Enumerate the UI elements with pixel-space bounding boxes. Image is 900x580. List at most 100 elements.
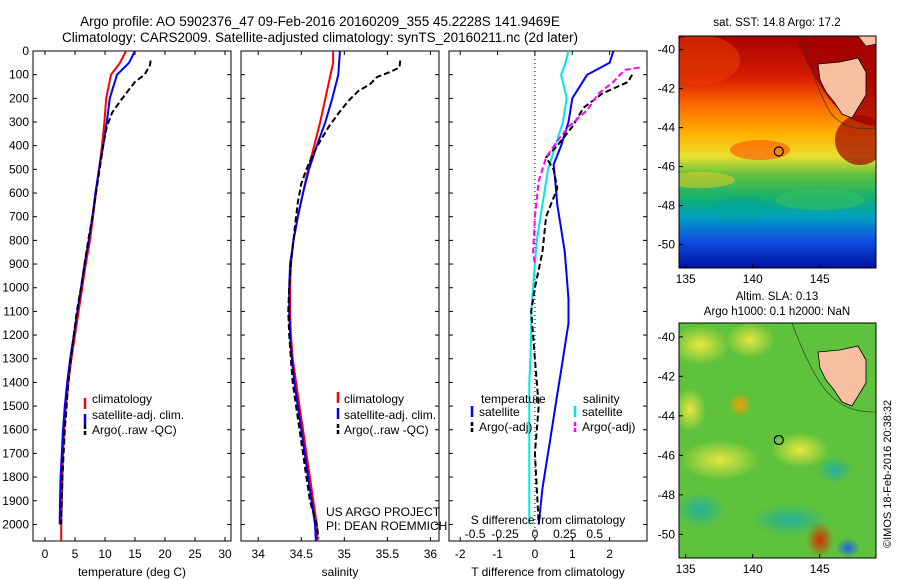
depth-tick-label: 1300 [2, 352, 29, 366]
x-tick-label: -1 [492, 547, 503, 561]
sla-map-title-2: Argo h1000: 0.1 h2000: NaN [704, 306, 850, 318]
lat-tick-label: -42 [658, 82, 676, 96]
float-position-marker [773, 434, 784, 446]
x2-tick-label: 0.25 [553, 527, 577, 541]
depth-tick-label: 800 [9, 233, 29, 247]
salinity-panel: 34 34.5 35 35.5 36 salinity climatology sate… [240, 50, 447, 579]
x-tick-label: 0 [532, 547, 539, 561]
x-tick-label: 1 [569, 547, 576, 561]
legend-label-argo: Argo(..raw -QC) [344, 423, 429, 437]
depth-tick-label: 900 [9, 257, 29, 271]
x-tick-label: 35 [338, 547, 352, 561]
temperature-plot-frame [32, 50, 232, 542]
x-tick-label: 34.5 [290, 547, 314, 561]
x-tick-label: 10 [98, 547, 112, 561]
sla-map-title-1: Altim. SLA: 0.13 [736, 291, 818, 303]
depth-axis: 0 100 200 300 400 500 600 700 800 900 1000 1100 1200… [2, 44, 231, 531]
sla-lat-axis: -40 -42 -44 -46 -48 -50 [658, 330, 683, 541]
lon-tick-label: 140 [743, 272, 763, 286]
x-tick-label: -2 [455, 547, 466, 561]
x2-tick-label: 0 [532, 527, 539, 541]
lat-tick-label: -42 [658, 369, 676, 383]
x2-tick-label: 0.5 [586, 527, 603, 541]
x2-tick-label: -0.25 [491, 527, 519, 541]
x-tick-label: 34 [252, 547, 266, 561]
x-tick-label: 36 [424, 547, 438, 561]
legend-label-t-satellite: satellite [479, 405, 520, 419]
difference-plot-frame [448, 50, 648, 542]
lon-tick-label: 145 [810, 272, 830, 286]
depth-tick-label: 2000 [2, 517, 29, 531]
x-tick-label: 2 [606, 547, 613, 561]
sst-lat-axis: -40 -42 -44 -46 -48 -50 [658, 43, 683, 252]
legend-label-climatology: climatology [344, 392, 404, 406]
tasmania-landmass [817, 345, 867, 407]
series-line-argo-raw-qc [60, 60, 152, 525]
difference-y-ticks [449, 50, 647, 525]
depth-tick-label: 1800 [2, 470, 29, 484]
depth-tick-label: 1900 [2, 494, 29, 508]
salinity-y-ticks [241, 50, 439, 525]
lat-tick-label: -50 [658, 527, 676, 541]
legend-label-t-argo: Argo(-adj) [479, 420, 532, 434]
temperature-legend: climatology satellite-adj. clim. Argo(..… [83, 392, 184, 437]
lon-tick-label: 145 [810, 562, 830, 576]
lat-tick-label: -48 [658, 488, 676, 502]
legend-label-argo: Argo(..raw -QC) [92, 423, 177, 437]
salinity-xlabel: salinity [322, 565, 359, 579]
difference-legend: temperature salinity satellite Argo(-adj… [470, 392, 635, 434]
x-tick-label: 0 [42, 547, 49, 561]
x-tick-label: 5 [72, 547, 79, 561]
figure-title-line2: Climatology: CARS2009. Satellite-adjuste… [61, 30, 579, 45]
t-difference-xlabel: T difference from climatology [471, 565, 625, 579]
temperature-series [58, 51, 152, 541]
shelf-contour [799, 36, 876, 129]
series-line-argo-adj [532, 66, 640, 265]
depth-tick-label: 1100 [3, 304, 29, 318]
depth-tick-label: 0 [22, 44, 29, 58]
temperature-xlabel: temperature (deg C) [78, 565, 186, 579]
legend-label-satellite-adj: satellite-adj. clim. [344, 408, 436, 422]
lat-tick-label: -44 [658, 121, 676, 135]
sst-lon-axis: 135 140 145 [676, 264, 830, 286]
salinity-plot-frame [240, 50, 440, 542]
lat-tick-label: -48 [658, 199, 676, 213]
depth-tick-label: 300 [9, 115, 29, 129]
sst-map: sat. SST: 14.8 Argo: 17.2 -40 -42 -44 -46 -4… [658, 17, 877, 286]
depth-tick-label: 400 [9, 139, 29, 153]
series-line-satellite [537, 51, 615, 525]
depth-tick-label: 1000 [2, 281, 29, 295]
float-position-marker [773, 146, 784, 157]
sst-map-title: sat. SST: 14.8 Argo: 17.2 [713, 17, 840, 29]
lat-tick-label: -40 [658, 330, 676, 344]
depth-tick-label: 700 [9, 210, 29, 224]
lat-tick-label: -44 [658, 409, 676, 423]
project-label: US ARGO PROJECT [326, 505, 441, 519]
legend-label-s-argo: Argo(-adj) [582, 420, 635, 434]
legend-label-satellite-adj: satellite-adj. clim. [92, 408, 184, 422]
series-line-argo-adj [530, 74, 633, 525]
series-line-argo-raw-qc [287, 60, 402, 539]
lat-tick-label: -40 [658, 43, 676, 57]
lon-tick-label: 135 [676, 272, 696, 286]
salinity-legend: climatology satellite-adj. clim. Argo(..… [336, 392, 436, 437]
depth-tick-label: 100 [9, 68, 29, 82]
sla-lon-axis: 135 140 145 [676, 554, 830, 576]
legend-heading-salinity: salinity [583, 392, 620, 406]
difference-x-axis: -2 -1 0 1 2 [455, 51, 613, 561]
depth-tick-label: 600 [9, 186, 29, 200]
temperature-x-axis: 0 5 10 15 20 25 30 [42, 51, 232, 561]
x-tick-label: 25 [188, 547, 202, 561]
sla-map: Altim. SLA: 0.13 Argo h1000: 0.1 h2000: … [658, 291, 877, 576]
x2-tick-label: -0.5 [465, 527, 486, 541]
legend-label-climatology: climatology [92, 392, 152, 406]
series-line-satellite-adj-clim [58, 51, 136, 525]
legend-label-s-satellite: satellite [582, 405, 623, 419]
lat-tick-label: -46 [658, 160, 676, 174]
sla-map-frame [678, 322, 877, 559]
x-tick-label: 30 [218, 547, 232, 561]
temperature-panel: 0100200300400500600700800900100011001200… [2, 44, 232, 579]
figure-title-line1: Argo profile: AO 5902376_47 09-Feb-2016 … [80, 14, 560, 29]
depth-tick-label: 1700 [2, 446, 29, 460]
